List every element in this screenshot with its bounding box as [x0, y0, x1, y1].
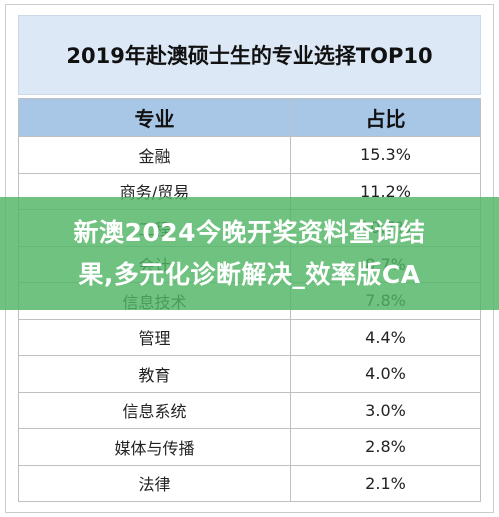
table-row: 金融 15.3%: [18, 136, 481, 174]
header-cell: 占比: [290, 98, 481, 137]
header-row: 专业 占比: [18, 98, 481, 137]
table-title: 2019年赴澳硕士生的专业选择TOP10: [18, 15, 481, 95]
table-cell: 2.1%: [290, 464, 481, 502]
table-row: 媒体与传播 2.8%: [18, 428, 481, 466]
table-cell: 2.8%: [290, 428, 481, 466]
banner-line: 新澳2024今晚开奖资料查询结: [73, 217, 426, 247]
table-cell: 金融: [18, 136, 291, 174]
table-row: 信息系统 3.0%: [18, 391, 481, 429]
table-cell: 15.3%: [290, 136, 481, 174]
table-cell: 信息系统: [18, 391, 291, 429]
table-cell: 管理: [18, 318, 291, 356]
table-body: 金融15.3%商务/贸易11.2%工程10.7%会计8.7%信息技术7.8%管理…: [18, 136, 481, 502]
banner-line: 果,多元化诊断解决_效率版CA: [78, 259, 421, 289]
table-cell: 教育: [18, 355, 291, 393]
header-cell: 专业: [18, 98, 291, 137]
banner: 新澳2024今晚开奖资料查询结 果,多元化诊断解决_效率版CA: [0, 197, 499, 310]
table-row: 法律 2.1%: [18, 464, 481, 502]
table-cell: 法律: [18, 464, 291, 502]
table-row: 管理 4.4%: [18, 318, 481, 356]
table-cell: 4.4%: [290, 318, 481, 356]
table-row: 教育 4.0%: [18, 355, 481, 393]
table-cell: 3.0%: [290, 391, 481, 429]
table-cell: 4.0%: [290, 355, 481, 393]
table-cell: 媒体与传播: [18, 428, 291, 466]
